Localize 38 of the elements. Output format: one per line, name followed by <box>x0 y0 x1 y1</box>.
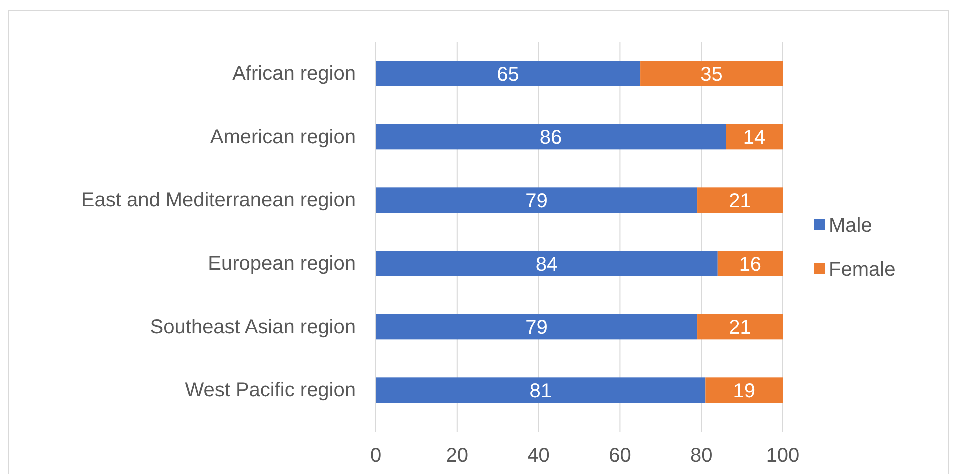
data-label: 14 <box>743 127 766 150</box>
bar <box>640 61 783 86</box>
bar <box>376 61 641 86</box>
bar <box>718 251 783 276</box>
bar <box>726 124 783 150</box>
data-label: 19 <box>733 380 756 403</box>
data-label: 21 <box>729 190 752 213</box>
y-tick-label: Southeast Asian region <box>150 316 356 338</box>
x-tick-label: 80 <box>690 445 713 468</box>
x-tick-label: 20 <box>446 445 469 468</box>
bar <box>376 378 706 403</box>
data-label: 81 <box>530 380 552 403</box>
x-tick-label: 100 <box>766 445 800 468</box>
data-label: 21 <box>729 317 752 340</box>
y-tick-label: East and Mediterranean region <box>81 190 356 212</box>
data-label: 84 <box>536 254 558 276</box>
bar <box>706 378 783 403</box>
bar <box>376 124 726 150</box>
y-tick-label: African region <box>232 63 356 86</box>
legend-label: Female <box>829 259 896 282</box>
x-tick-label: 40 <box>528 445 550 468</box>
data-label: 79 <box>526 317 548 340</box>
y-tick-label: European region <box>208 253 356 276</box>
y-tick-label: West Pacific region <box>185 380 356 402</box>
data-label: 16 <box>739 254 762 276</box>
data-label: 79 <box>526 190 548 213</box>
data-label: 86 <box>540 127 562 150</box>
bar <box>698 314 783 340</box>
bar <box>376 188 698 213</box>
legend-label: Male <box>829 215 872 238</box>
x-tick-label: 0 <box>370 445 382 468</box>
data-label: 65 <box>497 64 520 86</box>
bar <box>698 188 783 213</box>
data-label: 35 <box>700 64 723 86</box>
bar <box>376 314 698 340</box>
x-tick-label: 60 <box>609 445 632 468</box>
y-tick-label: American region <box>210 126 356 148</box>
bar <box>376 251 718 276</box>
